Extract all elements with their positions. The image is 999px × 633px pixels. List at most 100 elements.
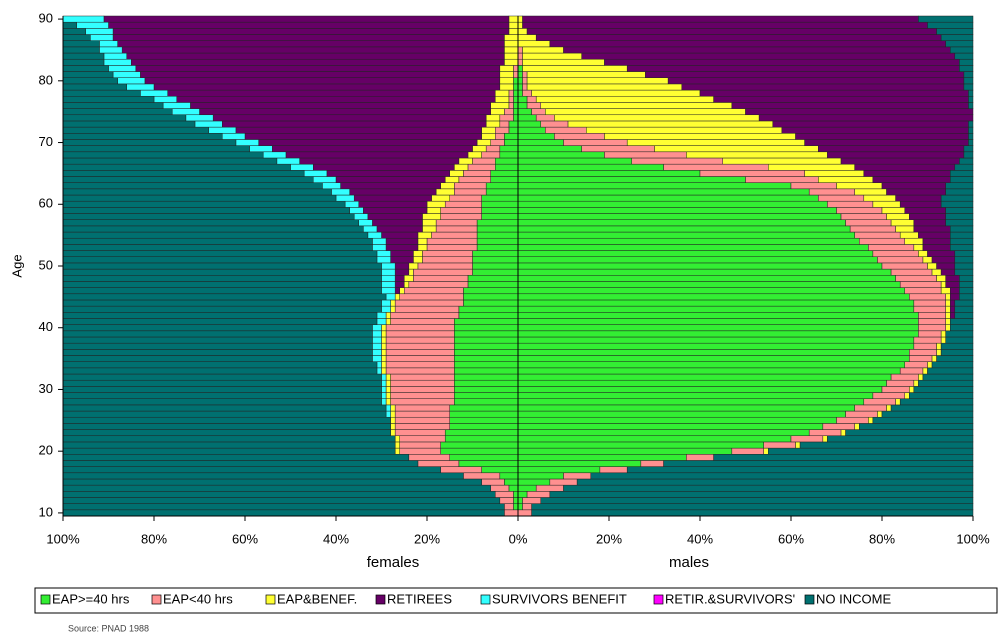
bar-segment <box>276 157 300 165</box>
bar-segment <box>522 46 564 54</box>
bar-segment <box>454 188 487 196</box>
bar-segment <box>517 484 537 492</box>
bar-segment <box>863 170 951 177</box>
bar-segment <box>517 65 523 72</box>
bar-segment <box>854 231 901 239</box>
bar-segment <box>121 46 505 54</box>
bar-segment <box>390 312 460 319</box>
bar-segment <box>103 15 510 23</box>
bar-segment <box>909 349 937 356</box>
bar-segment <box>62 336 373 344</box>
x-tick-label: 80% <box>141 531 167 546</box>
bar-segment <box>936 349 942 356</box>
bar-segment <box>517 244 869 251</box>
bar-segment <box>950 318 974 325</box>
bar-segment <box>499 71 514 78</box>
bar-segment <box>394 429 446 437</box>
bar-segment <box>381 305 391 313</box>
bar-segment <box>62 231 369 239</box>
bar-segment <box>62 163 291 171</box>
bar-segment <box>663 460 974 467</box>
bar-segment <box>517 447 733 455</box>
bar-segment <box>940 342 974 350</box>
bar-segment <box>449 454 519 461</box>
bar-segment <box>959 157 974 165</box>
bar-segment <box>399 435 446 443</box>
bar-segment <box>904 361 928 369</box>
bar-segment <box>968 139 974 146</box>
bar-segment <box>417 237 428 245</box>
bar-segment <box>472 268 519 276</box>
bar-segment <box>258 139 478 146</box>
bar-segment <box>90 34 114 41</box>
bar-segment <box>62 287 382 295</box>
bar-segment <box>522 71 528 78</box>
legend-label: EAP&BENEF. <box>277 591 357 606</box>
bar-segment <box>918 250 928 257</box>
bar-segment <box>381 231 419 239</box>
x-axis-title: females <box>367 554 420 571</box>
bar-segment <box>913 225 951 233</box>
bar-segment <box>954 299 974 307</box>
bar-segment <box>517 40 551 48</box>
bar-segment <box>413 275 469 282</box>
bar-segment <box>663 163 769 171</box>
bar-segment <box>394 416 450 424</box>
bar-segment <box>458 460 519 467</box>
legend-label: SURVIVORS BENEFIT <box>492 591 627 606</box>
bar-segment <box>768 163 855 171</box>
bar-segment <box>745 176 819 183</box>
bar-segment <box>472 145 487 153</box>
bar-segment <box>822 435 828 443</box>
x-tick-label: 100% <box>956 531 990 546</box>
bar-segment <box>435 219 478 227</box>
bar-segment <box>968 126 974 134</box>
bar-segment <box>454 336 519 344</box>
bar-segment <box>936 262 956 270</box>
bar-segment <box>103 58 132 66</box>
bar-segment <box>481 478 505 486</box>
bar-segment <box>881 262 928 270</box>
bar-segment <box>495 157 519 165</box>
bar-segment <box>640 460 664 467</box>
bar-segment <box>495 133 505 140</box>
bar-segment <box>363 225 378 233</box>
bar-segment <box>62 207 350 214</box>
bar-segment <box>458 176 491 183</box>
bar-segment <box>390 423 396 430</box>
bar-segment <box>385 367 455 375</box>
bar-segment <box>413 250 423 257</box>
bar-segment <box>517 15 523 23</box>
bar-segment <box>454 163 469 171</box>
bar-segment <box>381 392 387 399</box>
bar-segment <box>959 58 974 66</box>
bar-segment <box>353 213 369 220</box>
bar-segment <box>76 21 109 29</box>
bar-segment <box>454 379 519 387</box>
bar-segment <box>476 231 519 239</box>
bar-segment <box>444 200 482 208</box>
bar-segment <box>526 71 646 78</box>
bar-segment <box>390 404 396 412</box>
bar-segment <box>454 182 487 190</box>
bar-segment <box>62 491 496 498</box>
bar-segment <box>954 305 974 313</box>
bar-segment <box>376 361 382 369</box>
bar-segment <box>604 151 687 159</box>
bar-segment <box>408 262 419 270</box>
bar-segment <box>62 454 410 461</box>
bar-segment <box>399 441 441 449</box>
bar-segment <box>945 207 974 214</box>
bar-segment <box>495 491 514 498</box>
x-tick-label: 80% <box>869 531 895 546</box>
bar-segment <box>499 497 514 504</box>
bar-segment <box>467 275 519 282</box>
bar-segment <box>504 503 514 511</box>
bar-segment <box>62 194 337 202</box>
bar-segment <box>513 503 519 511</box>
bar-segment <box>936 355 974 362</box>
bar-segment <box>449 404 519 412</box>
bar-segment <box>481 207 519 214</box>
bar-segment <box>899 367 924 375</box>
bar-segment <box>517 163 664 171</box>
